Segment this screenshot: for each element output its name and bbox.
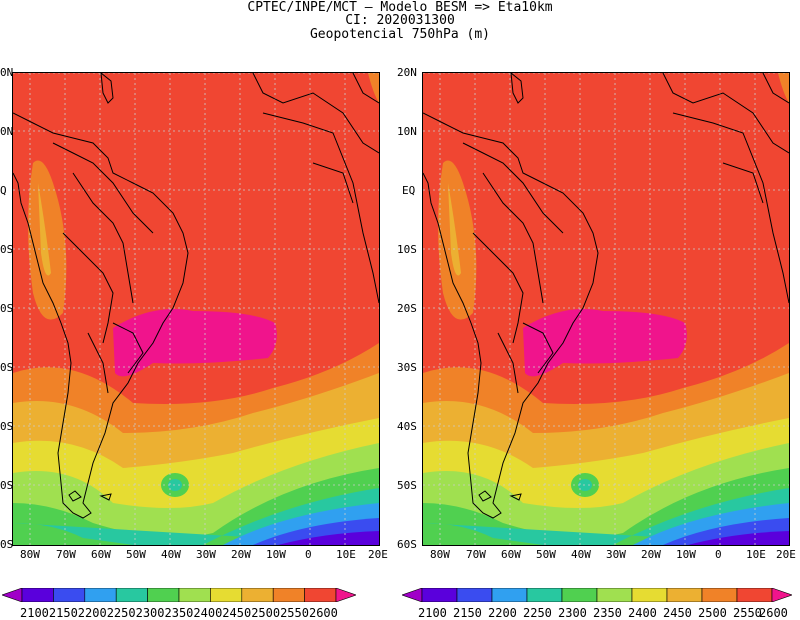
colorbar-segment: [304, 588, 337, 602]
lon-label: 20E: [776, 548, 796, 561]
lon-label: 10E: [336, 548, 356, 561]
lon-label: 30W: [196, 548, 216, 561]
colorbar-arrow-high: [335, 588, 356, 602]
lat-label: 30S: [397, 361, 417, 374]
colorbar-label: 2450: [663, 606, 692, 620]
map-panel-right: [422, 72, 790, 546]
lat-label: 60S: [397, 538, 417, 551]
lat-label: 10N: [397, 125, 417, 138]
lon-label: 10W: [266, 548, 286, 561]
lon-label: 70W: [56, 548, 76, 561]
colorbar-left-labels: 2100215022002250230023502400245025002550…: [20, 606, 338, 620]
lat-label: 10S: [397, 243, 417, 256]
lon-label: 30W: [606, 548, 626, 561]
title-line-3: Geopotencial 750hPa (m): [309, 27, 490, 42]
colorbar-label: 2600: [759, 606, 788, 620]
lat-label: 40S: [397, 420, 417, 433]
colorbar-label: 2500: [698, 606, 727, 620]
lon-label: 60W: [91, 548, 111, 561]
lat-label: 0S: [0, 479, 14, 492]
colorbar-label: 2400: [628, 606, 657, 620]
lon-label: 80W: [20, 548, 40, 561]
colorbar-label: 2350: [593, 606, 622, 620]
colorbar-segment: [456, 588, 493, 602]
lon-label: 20W: [641, 548, 661, 561]
lon-label: 0: [305, 548, 312, 561]
lat-label: Q: [0, 184, 7, 197]
lat-label: 0N: [0, 125, 14, 138]
lon-label: 10E: [746, 548, 766, 561]
lat-label: 0S: [0, 538, 14, 551]
colorbar-segment: [561, 588, 598, 602]
colorbar-segment: [147, 588, 180, 602]
map-panel-left: [12, 72, 380, 546]
colorbar-segment: [736, 588, 773, 602]
lat-label: 50S: [397, 479, 417, 492]
lat-label: 0S: [0, 361, 14, 374]
lon-label: 20W: [231, 548, 251, 561]
lat-label: 20N: [397, 66, 417, 79]
colorbar-segment: [272, 588, 305, 602]
colorbar-arrow-low: [2, 588, 23, 602]
lat-label: 0S: [0, 243, 14, 256]
colorbar-label: 2150: [453, 606, 482, 620]
colorbar-right: [402, 588, 792, 602]
colorbar-left: [2, 588, 356, 602]
lon-label: 70W: [466, 548, 486, 561]
lon-label: 80W: [430, 548, 450, 561]
colorbar-segment: [84, 588, 117, 602]
colorbar-label: 2250: [523, 606, 552, 620]
lat-label: EQ: [402, 184, 416, 197]
lat-label: 0S: [0, 420, 14, 433]
lat-label: 0N: [0, 66, 14, 79]
colorbar-segment: [421, 588, 458, 602]
colorbar-segment: [631, 588, 668, 602]
lon-label: 40W: [161, 548, 181, 561]
lon-label: 50W: [126, 548, 146, 561]
title-line-2: CI: 2020031300: [345, 13, 455, 28]
colorbar-segment: [526, 588, 563, 602]
title-line-1: CPTEC/INPE/MCT – Modelo BESM => Eta10km: [247, 0, 553, 15]
colorbar-segment: [596, 588, 633, 602]
colorbar-segment: [701, 588, 738, 602]
lon-label: 40W: [571, 548, 591, 561]
lon-label: 50W: [536, 548, 556, 561]
colorbar-segment: [21, 588, 54, 602]
colorbar-arrow-low: [402, 588, 423, 602]
lon-label: 0: [715, 548, 722, 561]
lat-label: 20S: [397, 302, 417, 315]
lon-label: 60W: [501, 548, 521, 561]
lon-label: 20E: [368, 548, 388, 561]
colorbar-segment: [210, 588, 243, 602]
colorbar-segment: [666, 588, 703, 602]
colorbar-label: 2100: [418, 606, 447, 620]
map-right-svg: [423, 73, 789, 545]
colorbar-label: 2300: [558, 606, 587, 620]
colorbar-segment: [178, 588, 211, 602]
colorbar-segment: [53, 588, 86, 602]
map-left-svg: [13, 73, 379, 545]
colorbar-segment: [491, 588, 528, 602]
colorbar-segment: [115, 588, 148, 602]
lat-label: 0S: [0, 302, 14, 315]
colorbar-label: 2200: [488, 606, 517, 620]
colorbar-arrow-high: [771, 588, 792, 602]
colorbar-label: 2550: [733, 606, 762, 620]
colorbar-segment: [241, 588, 274, 602]
lon-label: 10W: [676, 548, 696, 561]
